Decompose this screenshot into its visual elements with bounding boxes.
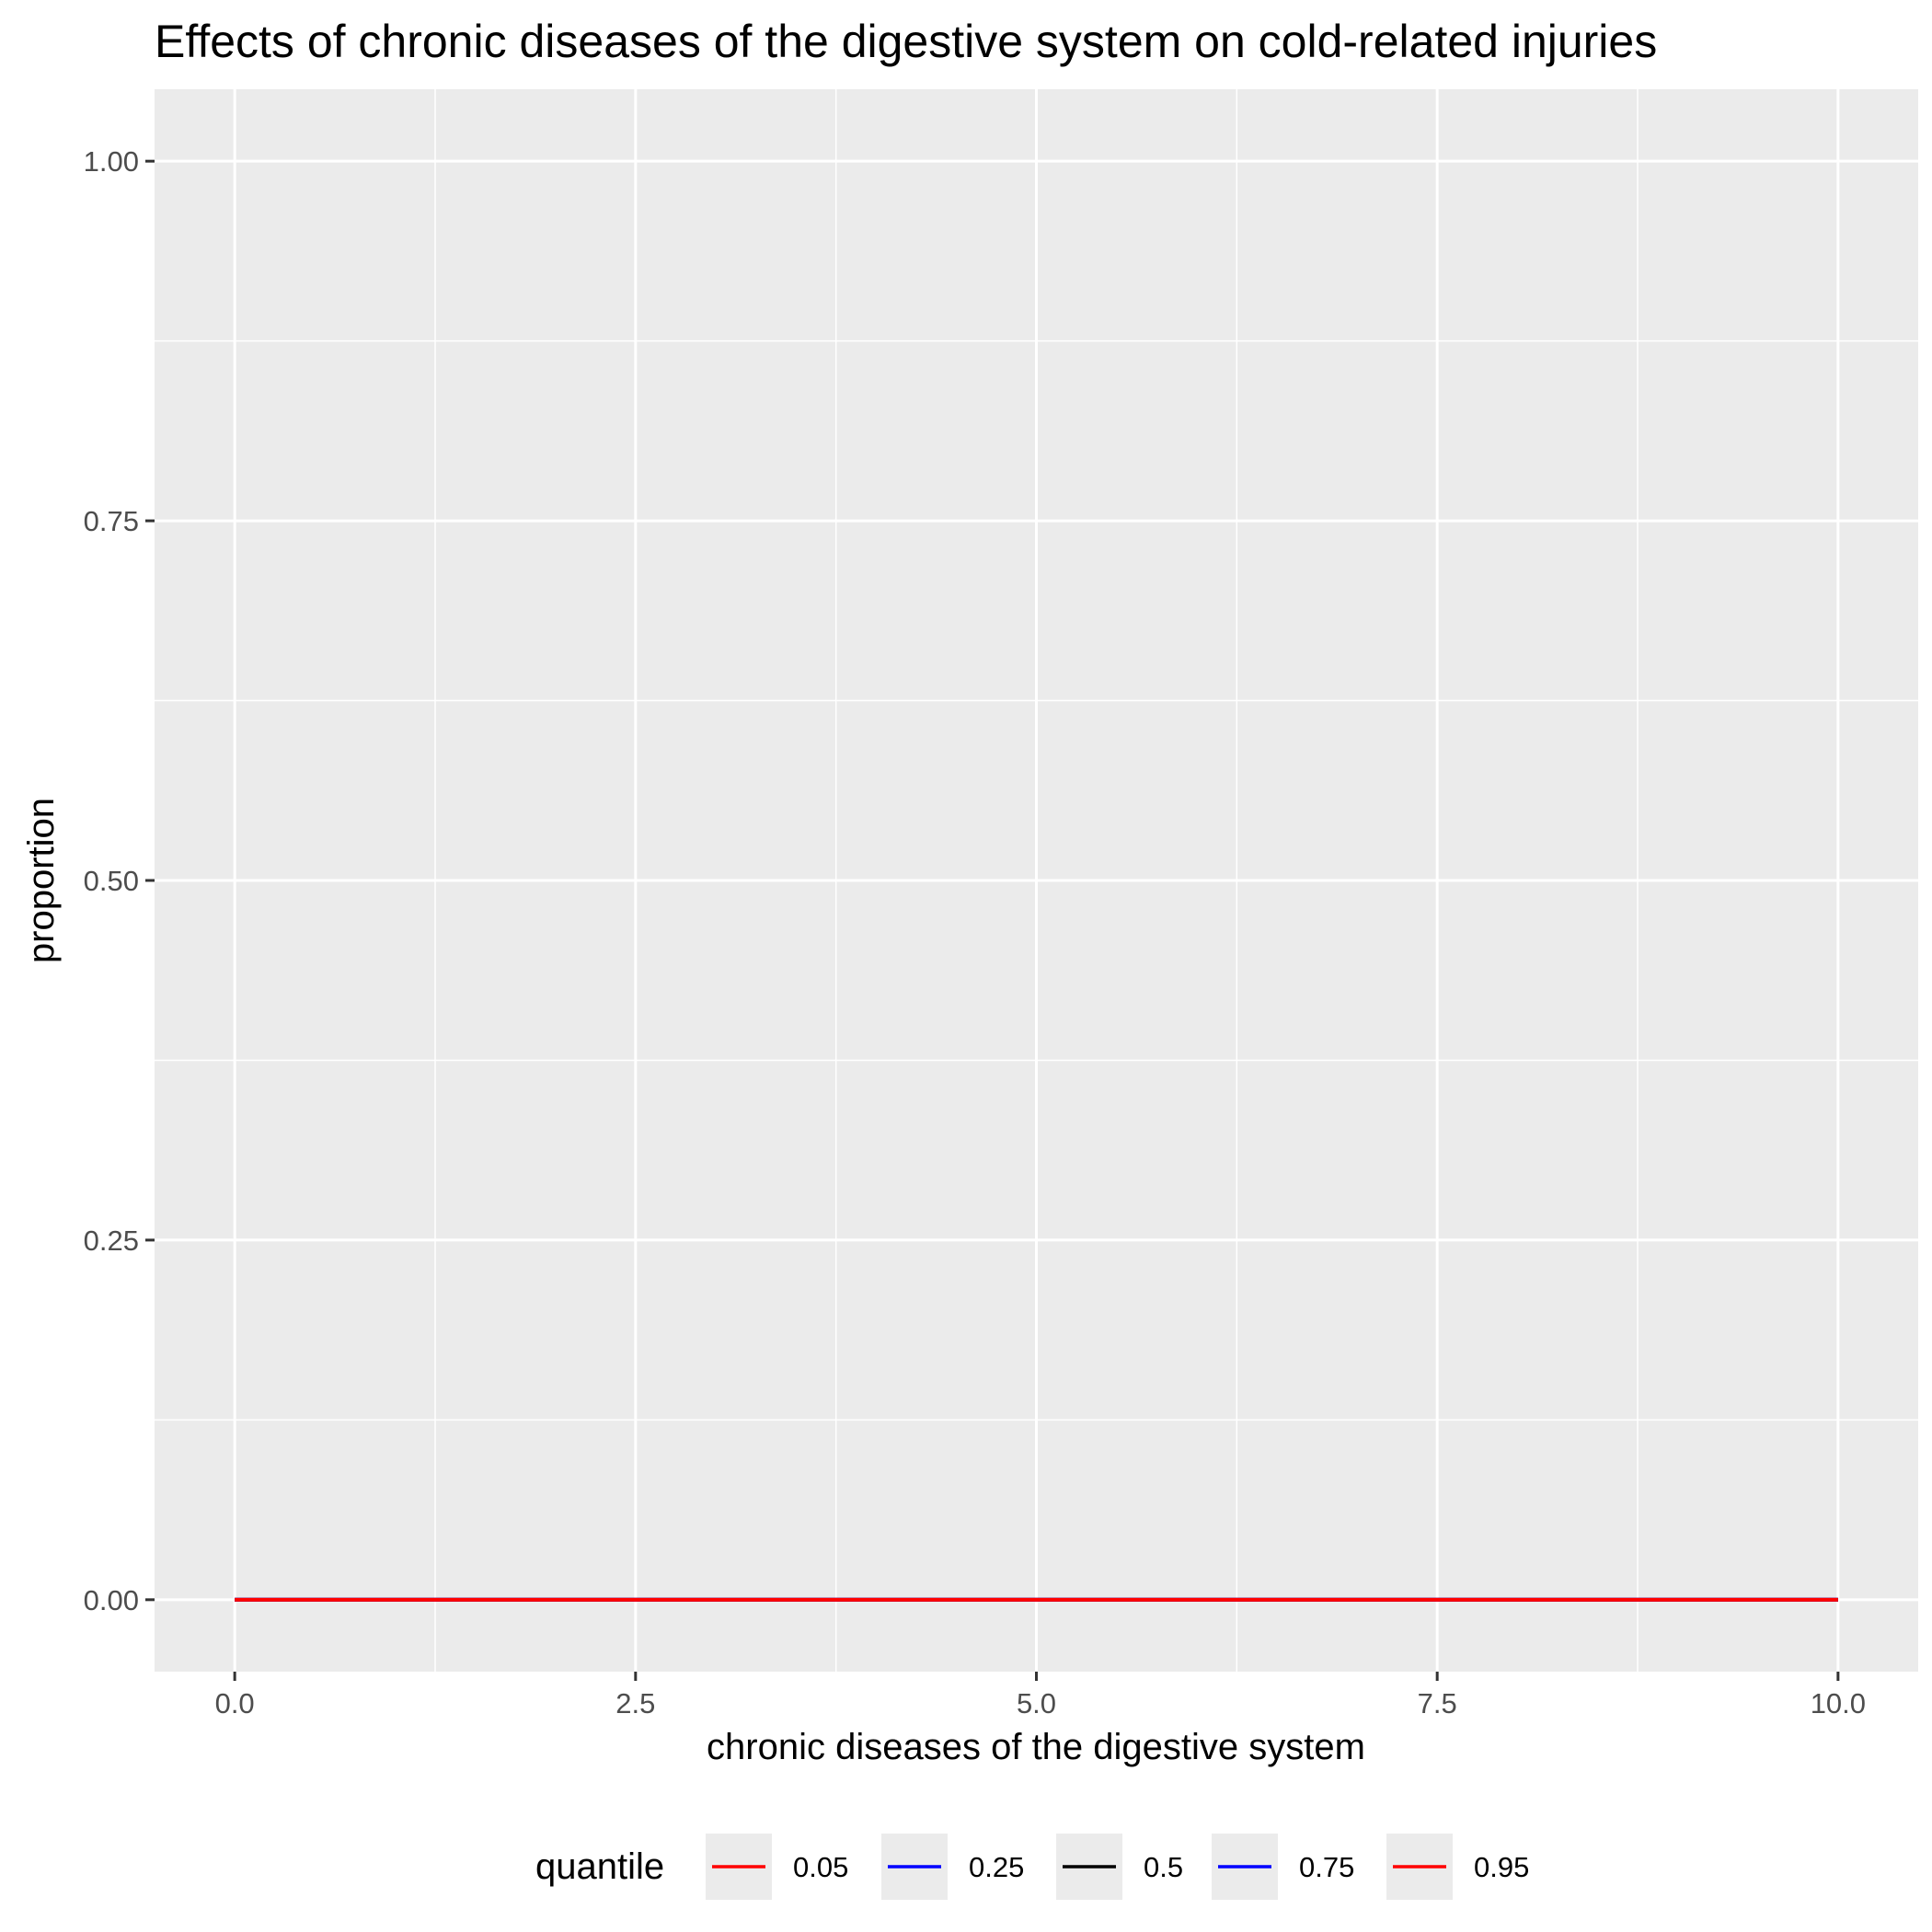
y-axis: 0.00 0.25 0.50 0.75 1.00	[84, 145, 155, 1616]
legend-label: 0.95	[1474, 1851, 1529, 1883]
legend-item-0.25: 0.25	[881, 1834, 1024, 1900]
legend-title: quantile	[535, 1846, 664, 1887]
legend-label: 0.75	[1299, 1851, 1354, 1883]
chart-title: Effects of chronic diseases of the diges…	[155, 16, 1657, 67]
y-tick-label: 0.00	[84, 1584, 139, 1616]
x-axis: 0.0 2.5 5.0 7.5 10.0	[215, 1672, 1866, 1719]
legend: quantile 0.05 0.25 0.5 0.75 0.95	[535, 1834, 1529, 1900]
y-tick-label: 0.25	[84, 1225, 139, 1257]
legend-item-0.75: 0.75	[1212, 1834, 1354, 1900]
x-tick-label: 0.0	[215, 1687, 255, 1719]
x-tick-label: 2.5	[615, 1687, 655, 1719]
legend-item-0.95: 0.95	[1386, 1834, 1529, 1900]
legend-item-0.5: 0.5	[1056, 1834, 1183, 1900]
legend-label: 0.05	[793, 1851, 848, 1883]
x-tick-label: 10.0	[1811, 1687, 1866, 1719]
x-axis-title: chronic diseases of the digestive system	[707, 1727, 1365, 1767]
major-gridlines	[155, 89, 1918, 1672]
legend-label: 0.5	[1144, 1851, 1183, 1883]
y-tick-label: 0.50	[84, 865, 139, 897]
y-tick-label: 0.75	[84, 505, 139, 537]
y-axis-title: proportion	[21, 798, 62, 963]
x-tick-label: 7.5	[1418, 1687, 1457, 1719]
legend-item-0.05: 0.05	[706, 1834, 848, 1900]
x-tick-label: 5.0	[1017, 1687, 1056, 1719]
y-tick-label: 1.00	[84, 145, 139, 178]
legend-label: 0.25	[969, 1851, 1024, 1883]
